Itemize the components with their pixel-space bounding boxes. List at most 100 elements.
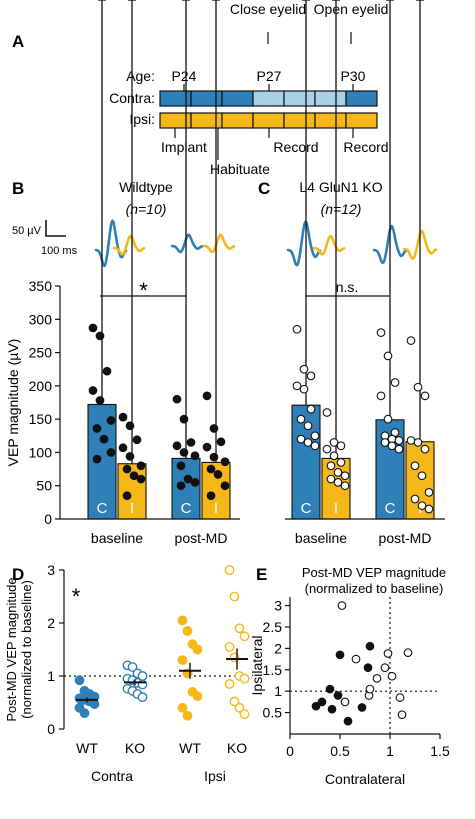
panel-a: A Age: Contra: Ipsi: P24 P27 P30 Close e… <box>12 1 389 177</box>
b-bar-postmd-c-point <box>172 394 182 404</box>
b-bar-baseline-i-point <box>132 435 142 445</box>
e-point-wt <box>317 697 327 707</box>
b-y-tick-label-50: 50 <box>36 478 52 494</box>
d-y-tick-label-0: 0 <box>47 721 55 737</box>
panel-c-letter: C <box>258 179 270 198</box>
d-significance-label: * <box>72 584 81 609</box>
trace-b-postmd-contra <box>170 233 204 254</box>
e-point-wt <box>311 701 321 711</box>
b-bar-postmd-i-point <box>209 424 219 433</box>
b-bar-postmd-c-point <box>179 448 189 457</box>
b-bar-postmd-c-point <box>186 438 196 447</box>
c-bar-postmd-c-label: C <box>385 500 396 517</box>
chart-b: 0 50 100 150 200 250 300 350 VEP magnitude (µV) *… <box>5 0 240 546</box>
c-bar-baseline-c-point <box>296 434 306 444</box>
d-y-axis-label-2: (normalized to baseline) <box>19 580 34 719</box>
e-x-tick-label-0.5: 0.5 <box>330 743 350 759</box>
age-p30: P30 <box>341 68 366 84</box>
e-point-wt <box>363 663 373 672</box>
e-point-ko <box>397 710 407 720</box>
d-point-ipsi-wt <box>182 626 193 636</box>
d-point-ipsi-ko <box>224 565 235 575</box>
c-bar-postmd-i-point <box>420 391 430 401</box>
ipsi-day-7 <box>345 112 378 129</box>
d-group-ipsi: Ipsi <box>204 768 226 784</box>
trace-c-baseline-contra <box>286 220 322 267</box>
d-category-ipsi-wt: WT <box>179 740 201 756</box>
e-y-tick-label-2: 2 <box>274 640 282 656</box>
c-bar-baseline-i-point <box>322 408 332 417</box>
c-bar-baseline-c-point <box>306 404 316 414</box>
d-point-ipsi-wt <box>177 655 188 665</box>
c-bar-baseline-i-point <box>329 451 339 461</box>
scale-bar-lines <box>45 220 66 237</box>
age-p24: P24 <box>172 68 197 84</box>
panel-e-header: E Post-MD VEP magnitude (normalized to b… <box>256 565 446 596</box>
c-category-postmd: post-MD <box>379 530 432 546</box>
d-point-ipsi-ko <box>239 631 250 642</box>
b-bar-postmd-i-point <box>220 457 230 467</box>
c-bar-postmd-c-point <box>390 378 400 387</box>
c-bar-postmd-c-point <box>387 441 397 451</box>
age-p27: P27 <box>257 68 282 84</box>
c-bar-postmd-i-point <box>406 336 416 345</box>
b-bar-baseline-i-label: I <box>130 500 134 517</box>
b-bar-baseline-c-point <box>95 396 105 405</box>
d-point-ipsi-wt <box>182 710 193 721</box>
c-bar-baseline-i-point <box>333 468 343 477</box>
c-bar-postmd-i-point <box>413 382 423 392</box>
e-point-ko <box>351 654 361 664</box>
d-category-contra-wt: WT <box>76 740 98 756</box>
d-point-contra-wt <box>74 675 85 686</box>
c-bar-baseline-i-point <box>333 478 343 487</box>
contra-day-7 <box>345 90 378 107</box>
b-bar-baseline-i-point <box>122 464 132 474</box>
c-bar-baseline-i-point <box>326 461 336 471</box>
b-bar-postmd-c <box>171 457 201 520</box>
c-bar-postmd-c-point <box>380 438 390 447</box>
b-bar-postmd-i-point <box>202 391 212 401</box>
c-bar-postmd-i-point <box>410 494 420 504</box>
b-bar-postmd-c-label: C <box>181 500 192 517</box>
b-significance-label: * <box>139 278 148 303</box>
b-bar-baseline-i-point <box>136 461 146 471</box>
c-bar-postmd-i-point <box>417 501 427 511</box>
e-point-ko <box>337 601 347 610</box>
event-record-1: Record <box>273 139 318 155</box>
d-point-ipsi-wt <box>177 702 188 713</box>
c-bar-baseline-i-point <box>340 481 350 491</box>
b-y-tick-label-0: 0 <box>44 511 52 527</box>
c-bar-postmd-i-point <box>413 438 423 447</box>
c-bar-baseline-i-point <box>336 458 346 467</box>
contra-day-4 <box>252 90 285 107</box>
panel-b-n: (n=10) <box>126 201 167 217</box>
d-point-ipsi-ko <box>239 673 250 684</box>
b-bar-postmd-i-point <box>202 442 212 452</box>
b-bar-postmd-c-point <box>179 414 189 424</box>
b-bar-baseline-c-point <box>95 331 105 341</box>
panel-e-letter: E <box>256 565 267 584</box>
trace-b-postmd-ipsi <box>202 233 236 254</box>
d-y-tick-label-2: 2 <box>47 615 55 631</box>
event-implant: Implant <box>161 139 207 155</box>
scale-bar: 50 µV 100 ms <box>12 220 78 257</box>
d-point-contra-wt <box>79 708 90 718</box>
c-bar-baseline-c-point <box>303 438 313 447</box>
event-open-eyelid: Open eyelid <box>314 1 389 17</box>
e-point-wt <box>343 716 353 726</box>
c-bar-baseline-c-point <box>310 431 320 441</box>
e-point-wt <box>357 703 367 712</box>
panel-c-n: (n=12) <box>321 201 362 217</box>
d-point-ipsi-wt <box>192 644 203 655</box>
b-bar-baseline-c-point <box>88 323 98 333</box>
b-bar-postmd-i-point <box>206 491 216 501</box>
c-bar-postmd-i-point <box>410 461 420 471</box>
e-point-wt <box>365 641 375 651</box>
b-bar-baseline-i-point <box>118 412 128 422</box>
b-bar-baseline-i-point <box>125 452 135 461</box>
e-point-ko <box>372 673 382 683</box>
d-group-contra: Contra <box>91 768 133 784</box>
d-point-ipsi-ko <box>224 641 235 652</box>
c-bar-baseline-c-point <box>292 324 302 334</box>
